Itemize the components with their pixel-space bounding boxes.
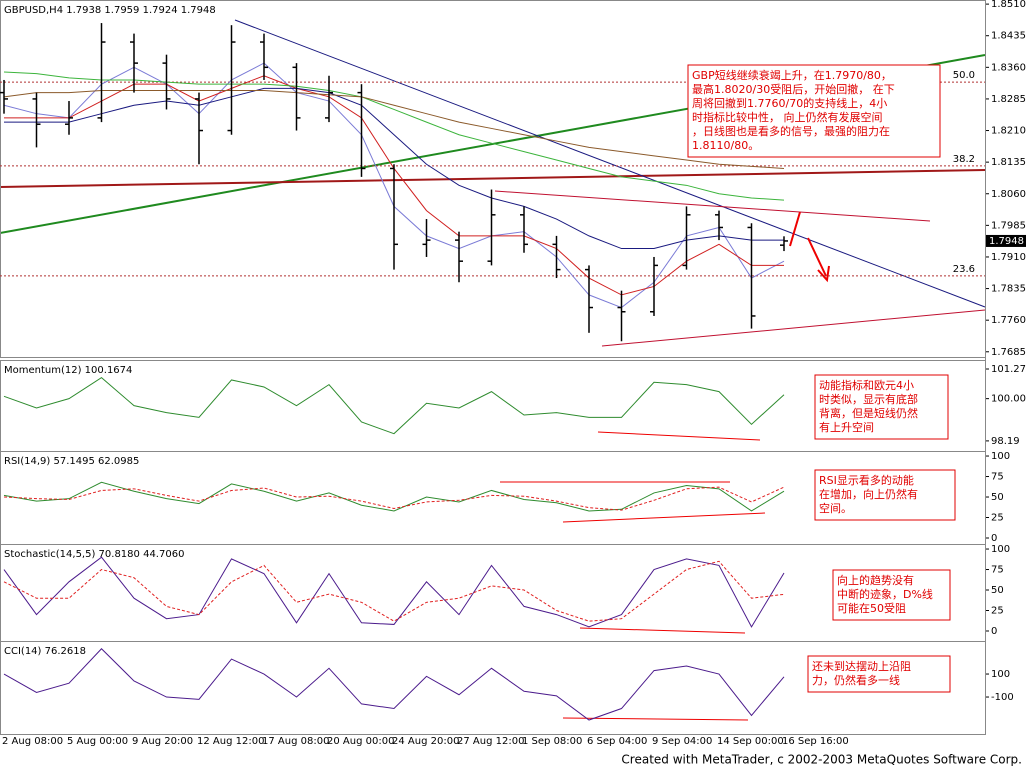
annotation-box [832, 569, 951, 621]
annotation-text: 时类似，显示有底部 [819, 392, 918, 406]
panel-title: RSI(14,9) 57.1495 62.0985 [4, 456, 139, 467]
y-tick-label: 0 [991, 533, 997, 544]
y-tick-label: 1.7835 [991, 284, 1026, 295]
annotation-text: 可能在50受阻 [837, 601, 906, 615]
panel-title: CCI(14) 76.2618 [4, 646, 86, 657]
trendline [494, 190, 931, 222]
trendlines [0, 19, 986, 721]
x-tick-label: 5 Aug 00:00 [67, 736, 128, 747]
y-tick-label: 100 [991, 669, 1010, 680]
panel-title: GBPUSD,H4 1.7938 1.7959 1.7924 1.7948 [4, 5, 216, 16]
annotation-text: RSI显示看多的动能 [819, 473, 914, 487]
x-tick-label: 14 Sep 00:00 [717, 736, 784, 747]
annotation-text: 有上升空间 [819, 420, 874, 434]
annotation-text: 力，仍然看多一线 [812, 673, 900, 687]
annotation-text: 向上的趋势没有 [837, 573, 914, 587]
x-tick-label: 20 Aug 00:00 [327, 736, 394, 747]
x-tick-label: 9 Aug 20:00 [132, 736, 193, 747]
x-tick-label: 24 Aug 20:00 [392, 736, 459, 747]
y-tick-label: 1.7760 [991, 315, 1026, 326]
fib-label: 50.0 [953, 70, 975, 81]
footer: Created with MetaTrader, c 2002-2003 Met… [621, 753, 1022, 767]
x-tick-label: 2 Aug 08:00 [2, 736, 63, 747]
trendline [234, 19, 986, 308]
annotation-text: 中断的迹象，D%线 [837, 587, 933, 601]
divergence-line [579, 627, 746, 634]
y-tick-label: 1.8435 [991, 31, 1026, 42]
x-tick-label: 9 Sep 04:00 [652, 736, 712, 747]
annotation-text: 动能指标和欧元4小 [819, 378, 914, 392]
arrow-head [817, 265, 830, 283]
fib-label: 23.6 [953, 264, 975, 275]
x-tick-label: 27 Aug 12:00 [457, 736, 524, 747]
trendline [0, 169, 986, 188]
y-tick-label: 1.8360 [991, 62, 1026, 73]
y-tick-label: 1.7985 [991, 220, 1026, 231]
y-tick-label: 1.7910 [991, 252, 1026, 263]
y-tick-label: 50 [991, 492, 1004, 503]
indicator-line [3, 648, 785, 721]
indicator-line [4, 87, 784, 250]
y-tick-label: -100 [991, 692, 1014, 703]
x-tick-label: 1 Sep 08:00 [522, 736, 582, 747]
y-tick-label: 25 [991, 513, 1004, 524]
annotation-text: ，日线图也是看多的信号，最强的阻力在 [692, 124, 890, 138]
indicator-line [3, 486, 785, 511]
price-label: 1.7948 [989, 236, 1024, 247]
annotation-text: 空间。 [819, 501, 852, 515]
annotation-text: GBP短线继续衰竭上升，在1.7970/80， [692, 68, 892, 82]
y-tick-label: 101.27 [991, 364, 1026, 375]
trendline [601, 309, 986, 347]
panel-title: Momentum(12) 100.1674 [4, 365, 132, 376]
y-tick-label: 100 [991, 451, 1010, 462]
annotation-text: 背离，但是短线仍然 [819, 406, 918, 420]
annotation-text: 1.8110/80。 [692, 139, 759, 152]
x-tick-label: 16 Sep 16:00 [782, 736, 849, 747]
y-tick-label: 1.7685 [991, 347, 1026, 358]
annotation-box [687, 64, 941, 158]
y-tick-label: 75 [991, 565, 1004, 576]
indicator-line [3, 377, 785, 435]
annotation-box [814, 374, 949, 440]
annotation-text: 还未到达摆动上沿阻 [812, 659, 911, 673]
annotation-text: 最高1.8020/30受阻后，开始回撤， 在下 [692, 82, 895, 96]
y-tick-label: 1.8135 [991, 157, 1026, 168]
y-tick-label: 0 [991, 626, 997, 637]
price-box [986, 234, 1026, 247]
x-tick-label: 17 Aug 08:00 [262, 736, 329, 747]
indicator-line [3, 481, 785, 512]
arrow [807, 237, 827, 277]
annotation-text: 在增加，向上仍然有 [819, 487, 918, 501]
indicator-line [3, 560, 785, 622]
annotation-box [807, 655, 951, 693]
y-tick-label: 1.8285 [991, 94, 1026, 105]
annotation-text: 周将回撤到1.7760/70的支持线上，4小 [692, 96, 887, 110]
x-tick-label: 6 Sep 04:00 [587, 736, 647, 747]
x-tick-label: 12 Aug 12:00 [197, 736, 264, 747]
y-tick-label: 1.8060 [991, 189, 1026, 200]
y-tick-label: 100.00 [991, 394, 1026, 405]
annotation-box [814, 469, 956, 521]
panel-title: Stochastic(14,5,5) 70.8180 44.7060 [4, 549, 184, 560]
y-tick-label: 1.8210 [991, 126, 1026, 137]
y-tick-label: 100 [991, 544, 1010, 555]
y-tick-label: 25 [991, 605, 1004, 616]
divergence-line [597, 431, 761, 441]
divergence-line [562, 512, 766, 523]
annotation-text: 时指标比较中性， 向上仍然有发展空间 [692, 110, 883, 124]
indicator-line [3, 556, 785, 628]
arrow [789, 211, 801, 247]
y-tick-label: 50 [991, 585, 1004, 596]
y-tick-label: 98.19 [991, 436, 1020, 447]
fib-label: 38.2 [953, 154, 975, 165]
y-tick-label: 75 [991, 472, 1004, 483]
y-tick-label: 1.8510 [991, 0, 1026, 10]
